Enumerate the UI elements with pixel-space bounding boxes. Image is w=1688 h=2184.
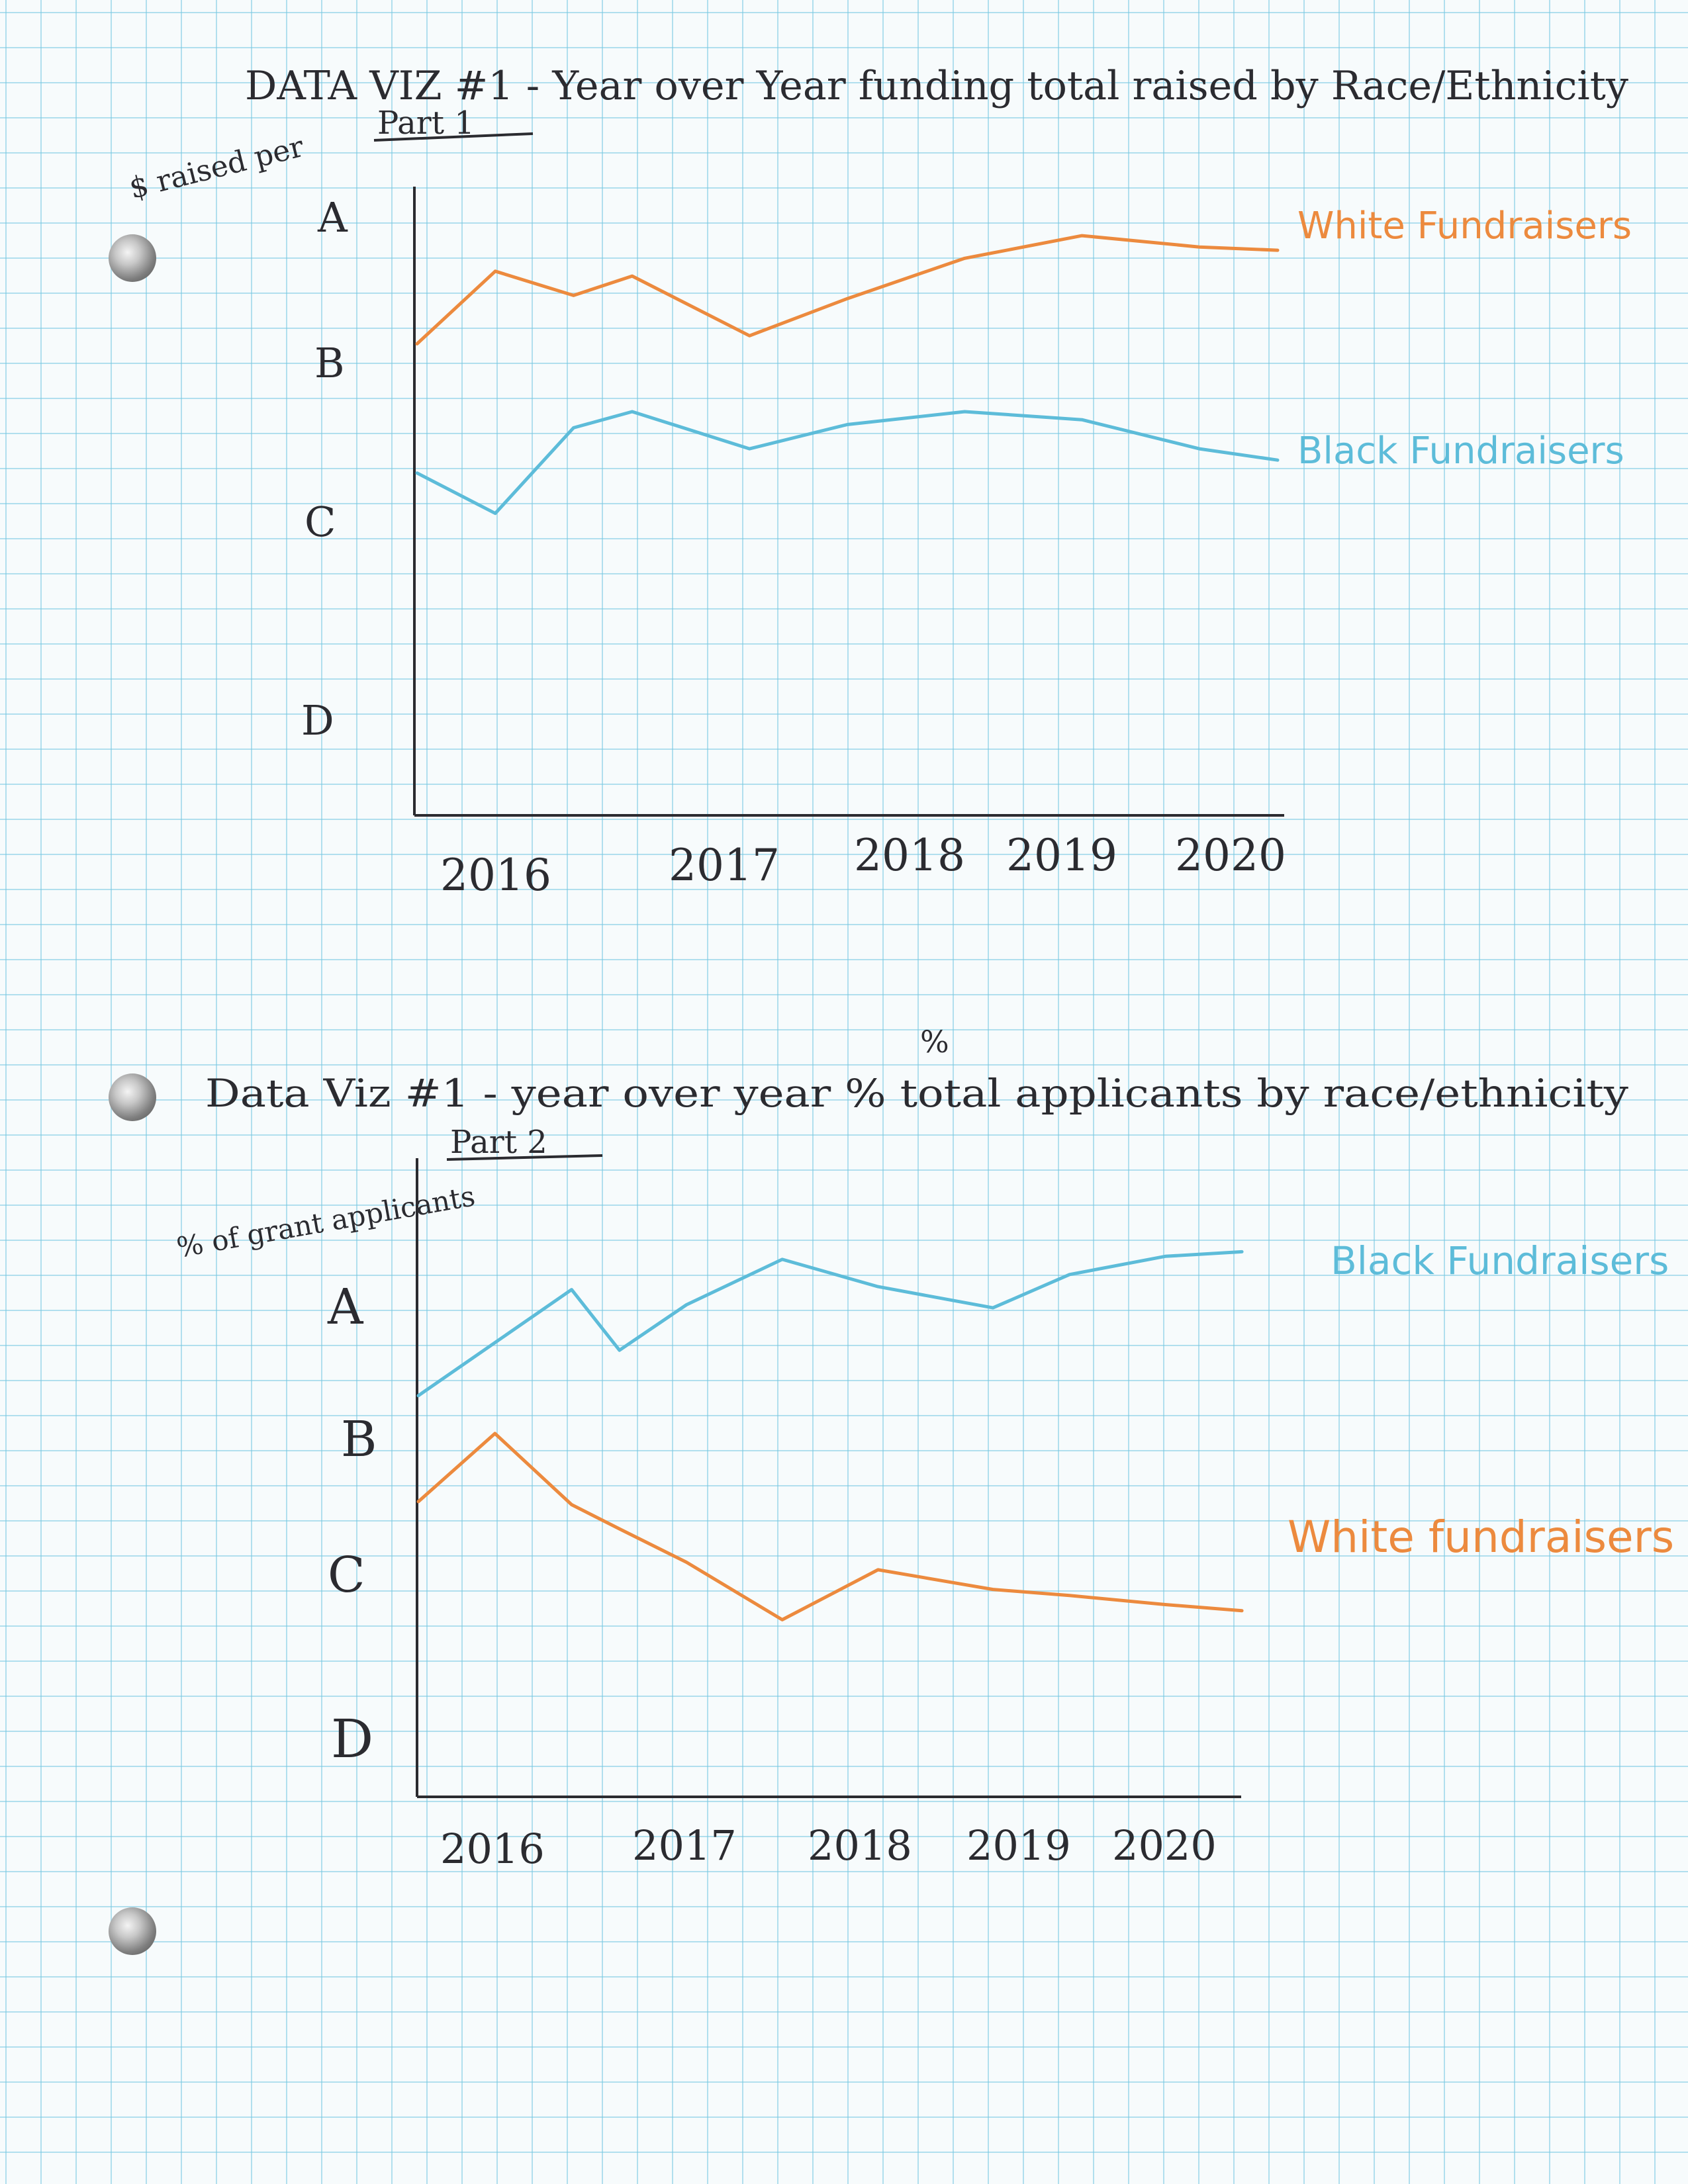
chart-1-x-tick-2018: 2018 bbox=[854, 830, 965, 881]
chart-1-x-tick-2017: 2017 bbox=[669, 840, 780, 891]
chart-2-x-tick-2019: 2019 bbox=[966, 1821, 1071, 1870]
chart-2-legend-white: White fundraisers bbox=[1288, 1512, 1674, 1563]
chart-2-series bbox=[416, 1250, 1244, 1621]
chart-2-y-tick-a: A bbox=[327, 1279, 364, 1336]
chart-2-x-tick-2016: 2016 bbox=[440, 1825, 545, 1873]
chart-1-y-tick-a: A bbox=[317, 193, 348, 242]
chart-1: DATA VIZ #1 - Year over Year funding tot… bbox=[126, 63, 1632, 901]
chart-2-y-tick-d: D bbox=[331, 1708, 373, 1770]
chart-1-line-black-fundraisers bbox=[415, 410, 1280, 516]
chart-2-x-tick-2018: 2018 bbox=[808, 1821, 912, 1870]
chart-1-title: DATA VIZ #1 - Year over Year funding tot… bbox=[245, 63, 1628, 109]
chart-1-line-white-fundraisers bbox=[415, 234, 1280, 345]
chart-1-legend-white: White Fundraisers bbox=[1297, 205, 1632, 248]
chart-2-x-tick-2017: 2017 bbox=[632, 1821, 737, 1870]
punch-hole-middle bbox=[109, 1073, 156, 1121]
chart-2-subtitle-underline bbox=[446, 1154, 603, 1161]
chart-1-y-tick-d: D bbox=[301, 696, 334, 745]
chart-1-subtitle-underline bbox=[373, 132, 534, 142]
chart-1-x-tick-2020: 2020 bbox=[1175, 830, 1286, 881]
chart-1-x-tick-2016: 2016 bbox=[440, 850, 551, 901]
punch-hole-top bbox=[109, 234, 156, 282]
chart-2-line-white-fundraisers bbox=[416, 1432, 1244, 1621]
chart-1-y-tick-b: B bbox=[314, 339, 345, 387]
chart-2-title: Data Viz #1 - year over year % total app… bbox=[205, 1071, 1628, 1116]
chart-2-title-insert: % bbox=[920, 1024, 949, 1060]
chart-1-subtitle: Part 1 bbox=[377, 105, 475, 142]
chart-1-series bbox=[415, 234, 1280, 516]
chart-2-subtitle: Part 2 bbox=[450, 1124, 547, 1161]
chart-2-y-tick-c: C bbox=[328, 1547, 365, 1604]
chart-2-legend-black: Black Fundraisers bbox=[1331, 1238, 1669, 1283]
chart-2-y-tick-b: B bbox=[341, 1411, 377, 1468]
chart-2-y-axis-label: % of grant applicants bbox=[174, 1179, 477, 1264]
chart-2: Data Viz #1 - year over year % total app… bbox=[174, 1024, 1674, 1873]
chart-1-legend-black: Black Fundraisers bbox=[1297, 430, 1624, 473]
chart-1-x-tick-2019: 2019 bbox=[1006, 830, 1117, 881]
punch-hole-bottom bbox=[109, 1907, 156, 1955]
chart-1-y-tick-c: C bbox=[305, 498, 336, 546]
chart-2-line-black-fundraisers bbox=[416, 1250, 1244, 1398]
chart-2-x-tick-2020: 2020 bbox=[1112, 1821, 1217, 1870]
chart-1-y-axis-label: $ raised per bbox=[126, 130, 308, 206]
